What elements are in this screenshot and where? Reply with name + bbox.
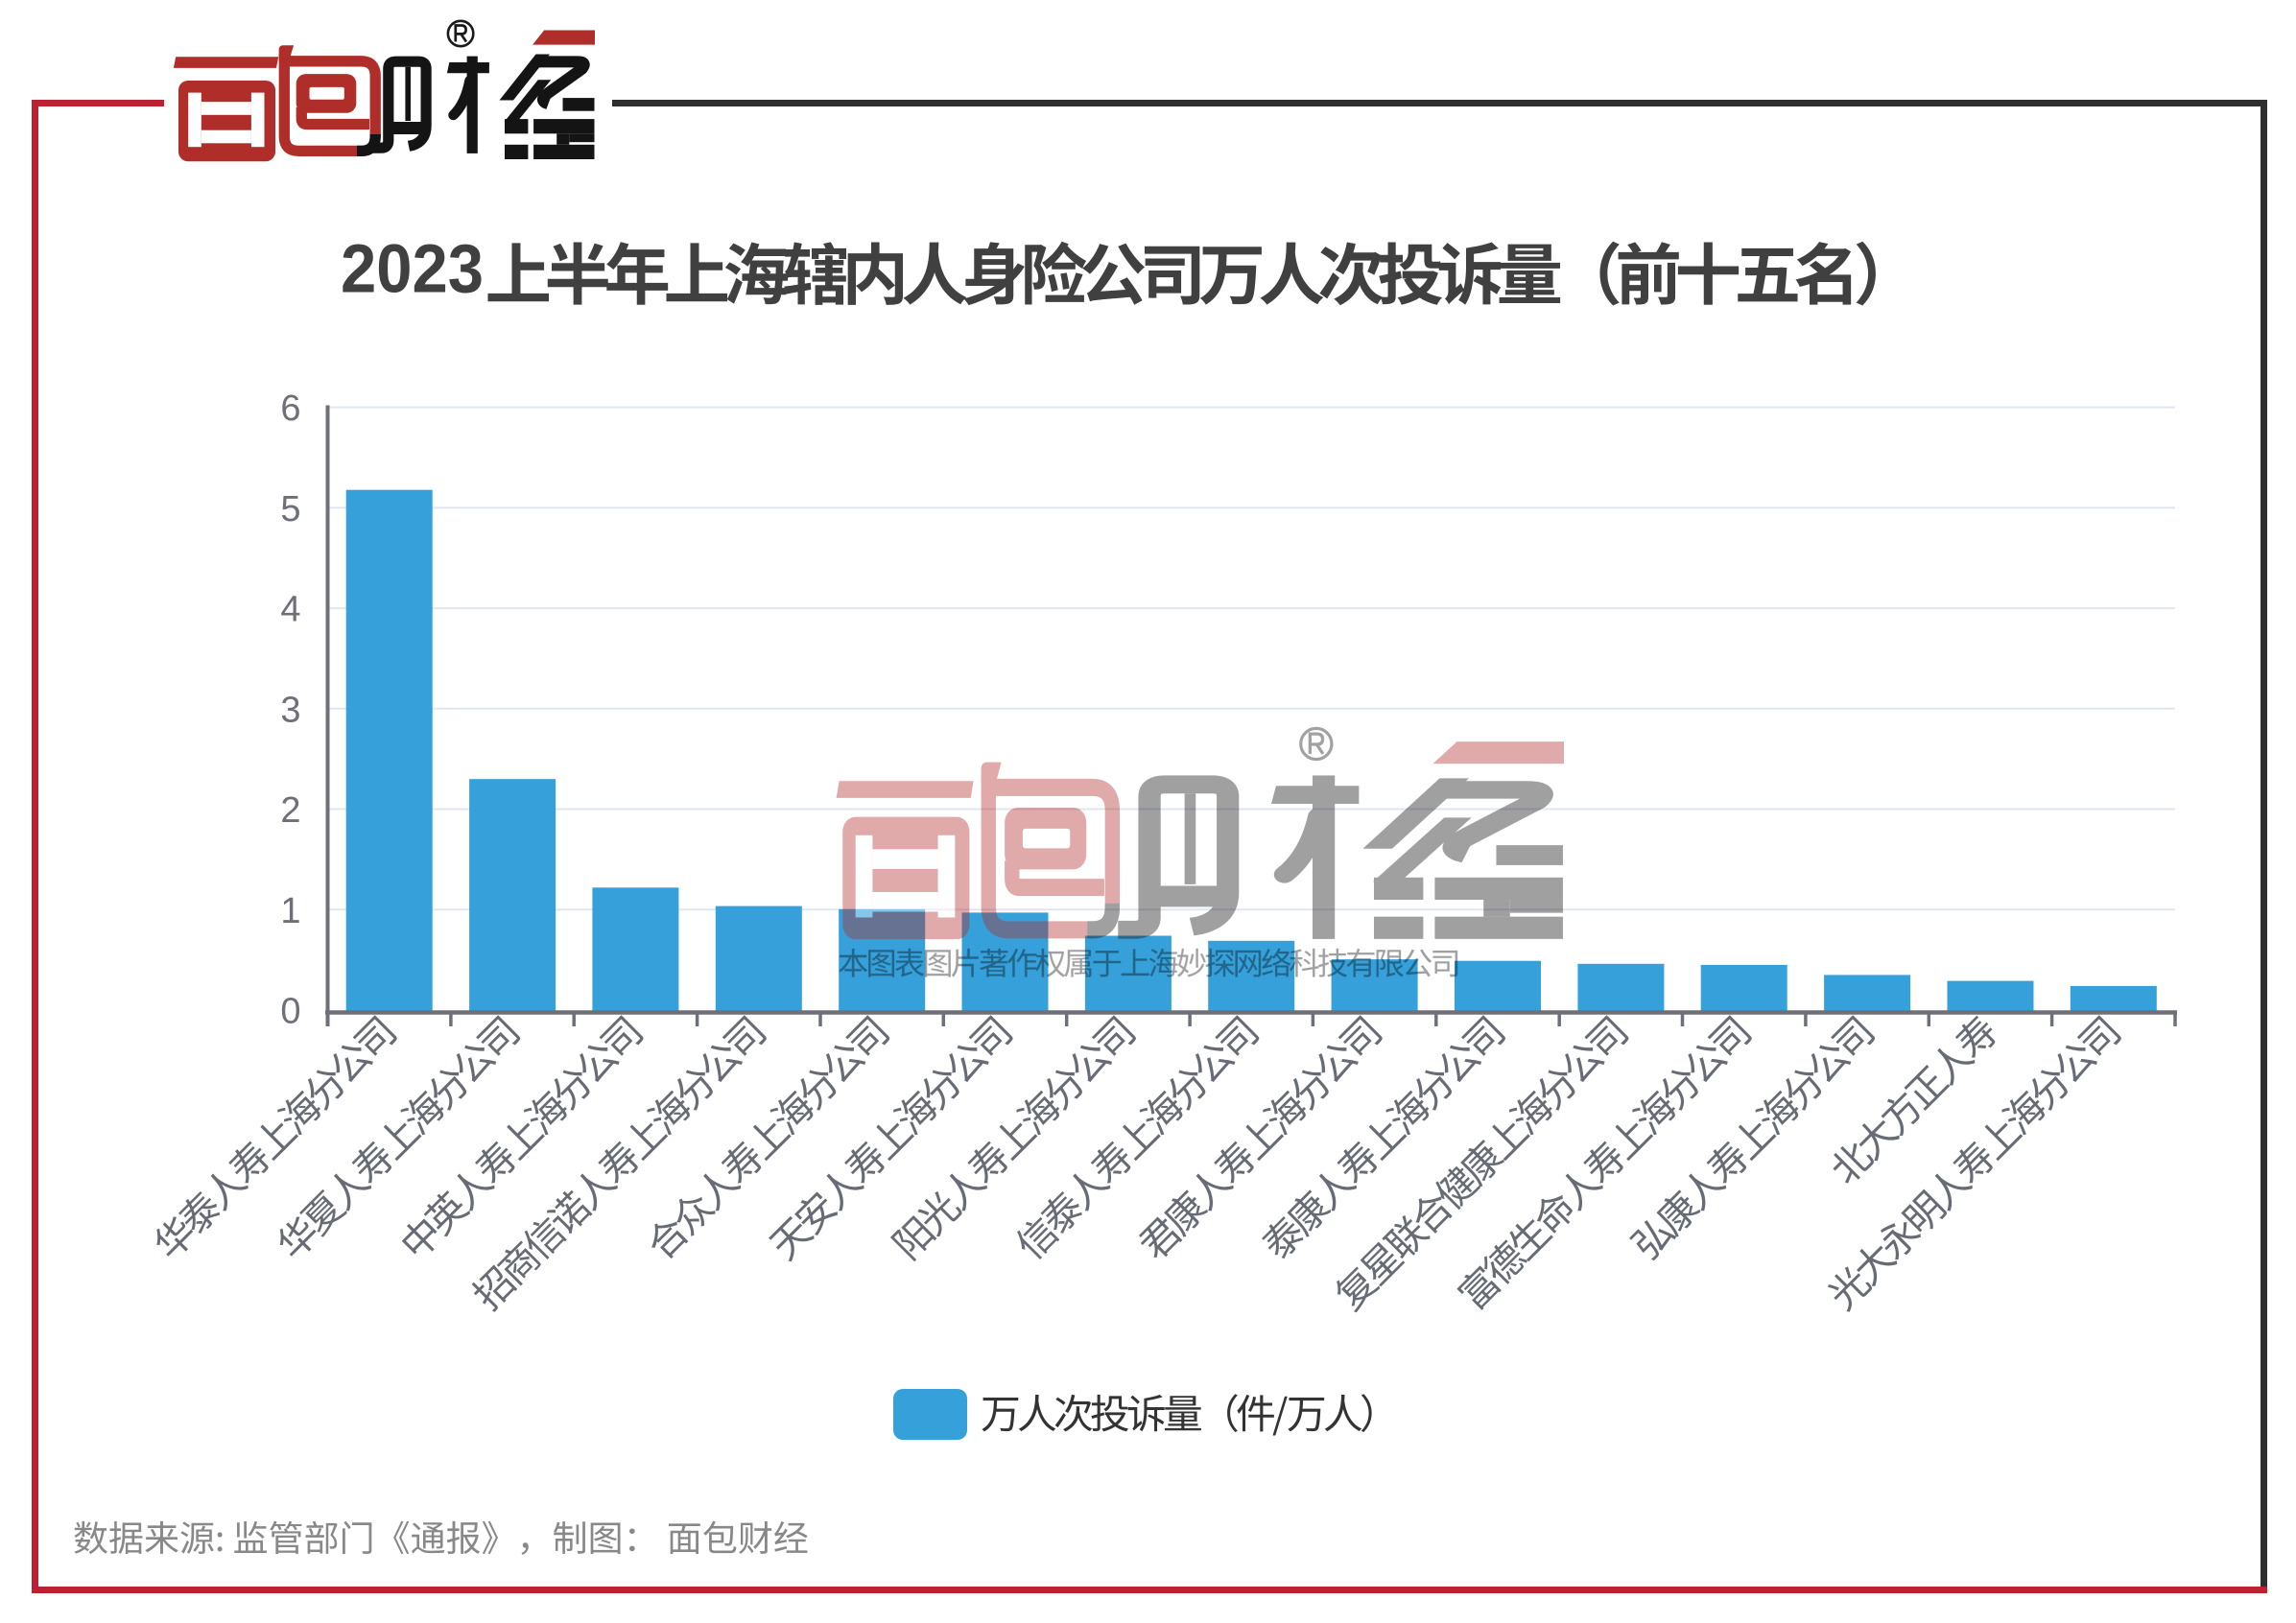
svg-text:2023: 2023 <box>341 231 484 307</box>
svg-text:3: 3 <box>280 690 300 730</box>
svg-text:2: 2 <box>280 790 300 831</box>
svg-text:4: 4 <box>280 590 300 630</box>
svg-text:6: 6 <box>280 388 300 429</box>
svg-text:1: 1 <box>280 891 300 931</box>
svg-text:5: 5 <box>280 489 300 529</box>
svg-text:0: 0 <box>280 992 300 1032</box>
